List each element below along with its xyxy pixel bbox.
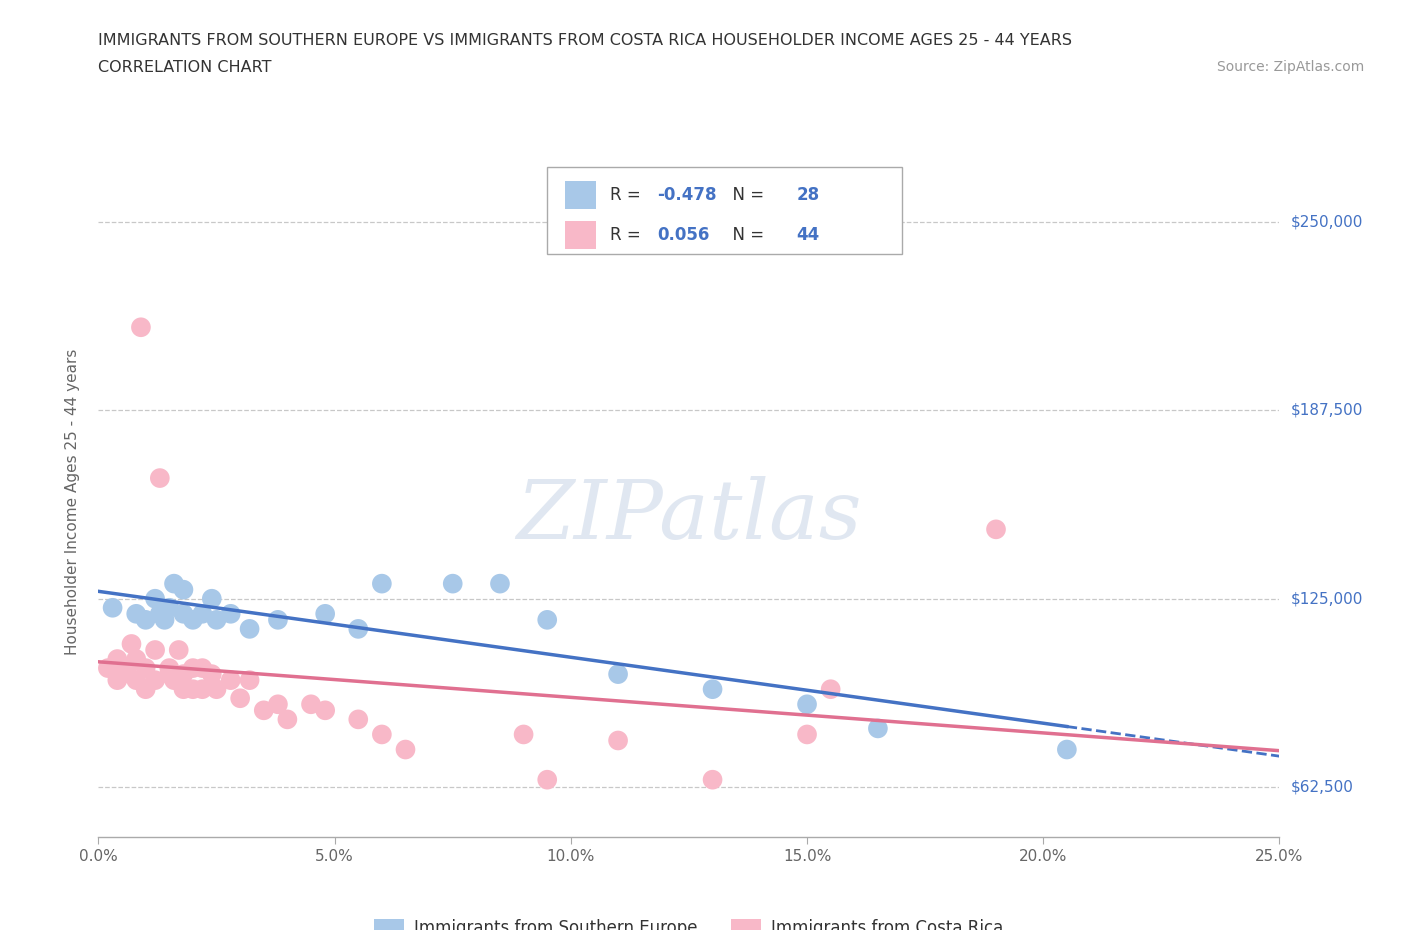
Text: CORRELATION CHART: CORRELATION CHART [98, 60, 271, 75]
Point [1056, 742, 1078, 757]
Point [163, 672, 186, 687]
Point [172, 582, 194, 597]
Point [129, 320, 152, 335]
Point [135, 660, 157, 675]
FancyBboxPatch shape [547, 167, 901, 255]
Point [125, 672, 148, 687]
Point [153, 612, 176, 627]
Point [181, 682, 204, 697]
Text: $250,000: $250,000 [1291, 214, 1362, 229]
Point [143, 643, 166, 658]
Point [219, 606, 242, 621]
Point [97, 660, 120, 675]
Text: N =: N = [723, 226, 769, 245]
Point [201, 667, 224, 682]
Point [796, 727, 818, 742]
Point [441, 577, 464, 591]
Point [371, 577, 394, 591]
Point [157, 667, 180, 682]
Point [347, 712, 370, 727]
Point [607, 733, 630, 748]
Text: ZIPatlas: ZIPatlas [516, 475, 862, 555]
Text: N =: N = [723, 186, 769, 205]
Point [143, 672, 166, 687]
Text: 44: 44 [796, 226, 820, 245]
Point [149, 471, 172, 485]
Legend: Immigrants from Southern Europe, Immigrants from Costa Rica: Immigrants from Southern Europe, Immigra… [368, 912, 1010, 930]
Point [489, 577, 512, 591]
Text: $62,500: $62,500 [1291, 779, 1354, 795]
Point [394, 742, 416, 757]
Point [105, 652, 128, 667]
Point [172, 606, 194, 621]
Point [125, 606, 148, 621]
Text: R =: R = [610, 186, 645, 205]
Point [276, 712, 298, 727]
Point [191, 682, 214, 697]
Point [702, 682, 724, 697]
Point [111, 667, 134, 682]
Text: 0.056: 0.056 [657, 226, 710, 245]
Point [205, 682, 228, 697]
Point [347, 621, 370, 636]
Text: Source: ZipAtlas.com: Source: ZipAtlas.com [1216, 60, 1364, 74]
Point [820, 682, 842, 697]
Point [163, 577, 186, 591]
Point [149, 606, 172, 621]
Point [172, 682, 194, 697]
Point [984, 522, 1007, 537]
Point [191, 660, 214, 675]
Point [191, 606, 214, 621]
Point [536, 612, 558, 627]
Point [267, 697, 290, 711]
Point [135, 612, 157, 627]
Text: R =: R = [610, 226, 645, 245]
Point [299, 697, 322, 711]
Text: -0.478: -0.478 [657, 186, 717, 205]
Point [607, 667, 630, 682]
Point [512, 727, 534, 742]
Point [253, 703, 276, 718]
Point [314, 703, 336, 718]
Text: 28: 28 [796, 186, 820, 205]
Text: IMMIGRANTS FROM SOUTHERN EUROPE VS IMMIGRANTS FROM COSTA RICA HOUSEHOLDER INCOME: IMMIGRANTS FROM SOUTHERN EUROPE VS IMMIG… [98, 33, 1073, 47]
Point [239, 621, 262, 636]
FancyBboxPatch shape [565, 181, 596, 209]
FancyBboxPatch shape [565, 221, 596, 249]
Point [219, 672, 242, 687]
Point [115, 660, 138, 675]
Point [125, 652, 148, 667]
Point [267, 612, 290, 627]
Point [181, 612, 204, 627]
Point [157, 660, 180, 675]
Point [172, 667, 194, 682]
Point [143, 591, 166, 606]
Point [205, 612, 228, 627]
Point [157, 601, 180, 616]
Point [536, 772, 558, 787]
Point [181, 660, 204, 675]
Point [314, 606, 336, 621]
Point [101, 601, 124, 616]
Point [866, 721, 889, 736]
Text: $125,000: $125,000 [1291, 591, 1362, 606]
Point [167, 643, 190, 658]
Point [201, 591, 224, 606]
Point [796, 697, 818, 711]
Point [239, 672, 262, 687]
Point [105, 672, 128, 687]
Point [121, 636, 143, 651]
Point [229, 691, 252, 706]
Point [371, 727, 394, 742]
Y-axis label: Householder Income Ages 25 - 44 years: Householder Income Ages 25 - 44 years [65, 349, 80, 656]
Point [702, 772, 724, 787]
Text: $187,500: $187,500 [1291, 403, 1362, 418]
Point [135, 682, 157, 697]
